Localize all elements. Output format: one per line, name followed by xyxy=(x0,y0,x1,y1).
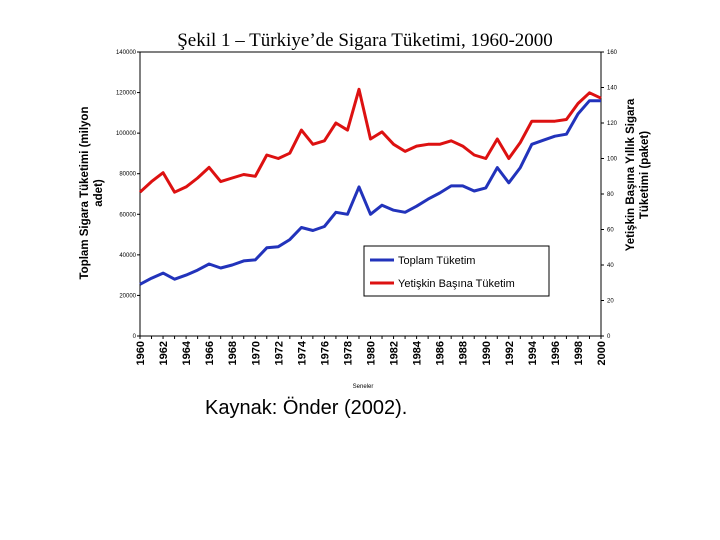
right-tick-label: 160 xyxy=(607,50,618,56)
series-layer xyxy=(138,87,602,286)
y-axis-label-right-line: Tüketimi (paket) xyxy=(639,131,651,219)
right-tick-label: 40 xyxy=(607,263,614,269)
left-tick-label: 20000 xyxy=(119,293,136,299)
x-tick-label: 1978 xyxy=(342,341,354,365)
x-tick-label: 1962 xyxy=(158,341,170,365)
right-tick-label: 20 xyxy=(607,299,614,305)
x-tick-label: 1982 xyxy=(389,341,401,365)
legend-box xyxy=(363,245,550,297)
y-axis-label-right-line: Yetişkin Başına Yıllık Sigara xyxy=(625,98,637,251)
x-tick-label: 1994 xyxy=(527,340,539,365)
chart-title: Şekil 1 – Türkiye’de Sigara Tüketimi, 19… xyxy=(177,30,553,51)
y-axis-label-left-line: Toplam Sigara Tüketimi (milyon xyxy=(79,107,91,280)
legend-label-1: Toplam Tüketim xyxy=(398,255,475,267)
series-line-1 xyxy=(139,99,601,286)
x-axis-label: Seneler xyxy=(353,384,374,390)
legend: Toplam Tüketim Yetişkin Başına Tüketim xyxy=(363,245,550,297)
x-tick-label: 1974 xyxy=(296,340,308,365)
left-tick-label: 140000 xyxy=(116,50,137,56)
left-tick-label: 120000 xyxy=(116,91,137,97)
x-tick-label: 1968 xyxy=(227,341,239,365)
x-tick-label: 1976 xyxy=(319,341,331,365)
right-tick-label: 0 xyxy=(607,334,611,340)
x-tick-label: 1970 xyxy=(250,341,262,365)
x-tick-label: 1986 xyxy=(435,341,447,365)
x-tick-label: 1998 xyxy=(573,341,585,365)
y-axis-label-right: Yetişkin Başına Yıllık Sigara Tüketimi (p… xyxy=(625,98,651,251)
y-axis-label-left: Toplam Sigara Tüketimi (milyon adet) xyxy=(79,107,105,280)
right-tick-label: 120 xyxy=(607,121,618,127)
x-tick-label: 1980 xyxy=(366,341,378,365)
left-tick-label: 80000 xyxy=(119,172,136,178)
x-tick-label: 1988 xyxy=(458,341,470,365)
x-tick-label: 2000 xyxy=(596,341,608,365)
x-tick-label: 1984 xyxy=(412,340,424,365)
left-tick-label: 60000 xyxy=(119,212,136,218)
right-tick-label: 60 xyxy=(607,228,614,234)
series-line-2 xyxy=(138,87,602,194)
x-tick-label: 1996 xyxy=(550,341,562,365)
x-tick-label: 1972 xyxy=(273,341,285,365)
left-tick-label: 100000 xyxy=(116,131,137,137)
x-axis: 1960 1962 1964 1966 1968 1970 1972 1974 1976 1978… xyxy=(135,336,608,365)
right-axis: 0 20 40 60 80 100 120 140 160 xyxy=(601,50,618,340)
x-tick-label: 1960 xyxy=(135,341,147,365)
x-tick-label: 1992 xyxy=(504,341,516,365)
right-tick-label: 80 xyxy=(607,192,614,198)
x-tick-label: 1964 xyxy=(181,340,193,365)
y-axis-label-left-line: adet) xyxy=(93,179,105,207)
x-tick-label: 1990 xyxy=(481,341,493,365)
left-axis: 0 20000 40000 60000 80000 100000 120000 140000 xyxy=(116,50,140,340)
legend-label-2: Yetişkin Başına Tüketim xyxy=(398,278,515,290)
left-tick-label: 0 xyxy=(133,334,137,340)
right-tick-label: 140 xyxy=(607,86,618,92)
left-tick-label: 40000 xyxy=(119,253,136,259)
x-tick-label: 1966 xyxy=(204,341,216,365)
right-tick-label: 100 xyxy=(607,157,618,163)
source-caption: Kaynak: Önder (2002). xyxy=(205,397,408,419)
